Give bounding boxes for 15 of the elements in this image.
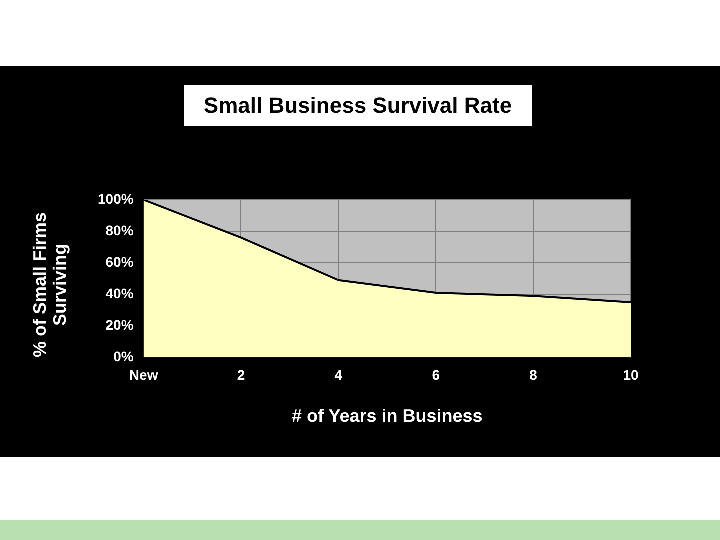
y-tick-label: 20% bbox=[106, 316, 134, 333]
x-tick-label: New bbox=[129, 366, 158, 383]
x-axis-title: # of Years in Business bbox=[292, 406, 483, 426]
y-tick-label: 100% bbox=[98, 190, 134, 207]
x-tick-label: 2 bbox=[237, 366, 246, 383]
x-tick-label: 6 bbox=[432, 366, 440, 383]
x-tick-label: 4 bbox=[334, 366, 343, 383]
x-tick-label: 8 bbox=[530, 366, 538, 383]
y-tick-label: 40% bbox=[106, 285, 134, 302]
y-tick-label: 0% bbox=[114, 348, 134, 364]
y-tick-label: 80% bbox=[106, 222, 134, 238]
chart-title: Small Business Survival Rate bbox=[183, 84, 533, 127]
y-tick-label: 60% bbox=[106, 254, 134, 270]
y-axis-title: % of Small Firms Surviving bbox=[30, 211, 70, 360]
x-tick-label: 10 bbox=[623, 366, 639, 383]
